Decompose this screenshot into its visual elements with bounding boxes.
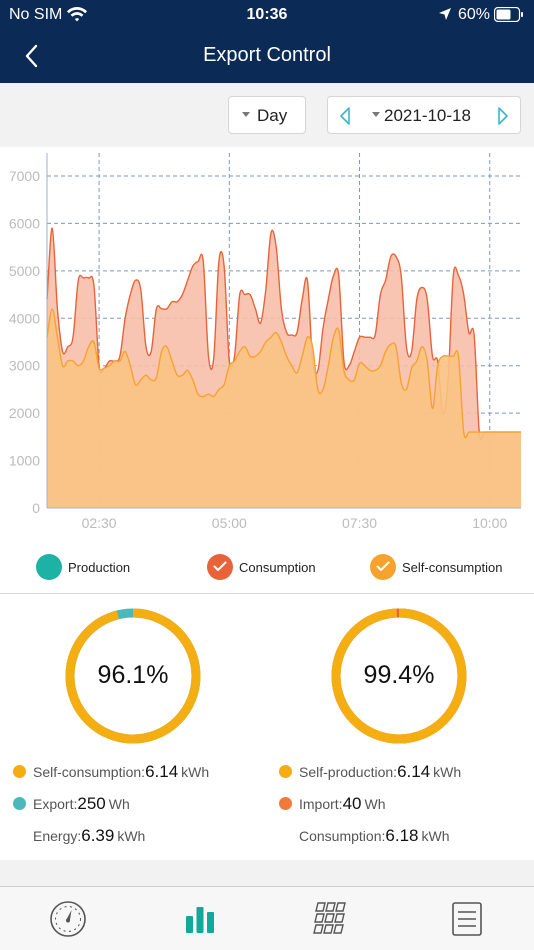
stat-unit: kWh xyxy=(181,764,210,780)
stat-label: Self-production: xyxy=(299,764,398,780)
period-select-value: Day xyxy=(257,106,288,125)
back-icon[interactable] xyxy=(20,42,46,70)
stat-value: 6.14 xyxy=(145,762,179,781)
x-tick-label: 02:30 xyxy=(82,515,117,531)
stat-value: 6.18 xyxy=(385,826,419,845)
gauge-icon[interactable] xyxy=(48,899,88,939)
stat-label: Consumption: xyxy=(299,828,386,844)
stat-export: Export:250 Wh xyxy=(13,794,130,814)
stat-unit: Wh xyxy=(364,796,386,812)
nav-bar: Export Control xyxy=(0,30,534,83)
check-icon xyxy=(376,561,390,571)
stat-value: 40 xyxy=(342,794,362,813)
stat-consumption: Consumption:6.18 kWh xyxy=(299,826,449,846)
chart-controls: Day 2021-10-18 xyxy=(0,83,534,147)
import-bullet xyxy=(279,797,292,810)
battery-icon xyxy=(494,7,523,22)
stat-value: 6.39 xyxy=(81,826,115,845)
self-consumption-ring xyxy=(65,608,201,744)
y-tick-label: 5000 xyxy=(9,263,40,279)
stats-panel: 96.1% 99.4% Self-consumption:6.14 kWh Exp… xyxy=(0,594,534,860)
period-select[interactable]: Day xyxy=(228,96,306,134)
stat-label: Self-consumption: xyxy=(33,764,146,780)
export-bullet xyxy=(13,797,26,810)
battery-percent: 60% xyxy=(458,6,491,23)
stat-unit: kWh xyxy=(117,828,146,844)
consumption-legend-marker xyxy=(207,554,233,580)
self-consumption-percent: 96.1% xyxy=(97,661,169,689)
self-production-bullet xyxy=(279,765,292,778)
x-tick-label: 05:00 xyxy=(212,515,247,531)
y-tick-label: 6000 xyxy=(9,215,40,231)
next-day-icon[interactable] xyxy=(496,106,510,126)
legend-self-consumption-label: Self-consumption xyxy=(402,560,503,575)
x-tick-label: 07:30 xyxy=(342,515,377,531)
y-tick-label: 4000 xyxy=(9,310,40,326)
self-consumption-area xyxy=(47,308,521,508)
stat-value: 6.14 xyxy=(397,762,431,781)
wifi-icon xyxy=(67,6,87,22)
y-tick-label: 7000 xyxy=(9,168,40,184)
y-tick-label: 1000 xyxy=(9,453,40,469)
self-consumption-legend-marker xyxy=(370,554,396,580)
legend-consumption-label: Consumption xyxy=(239,560,316,575)
date-picker[interactable]: 2021-10-18 xyxy=(327,96,521,134)
production-legend-marker xyxy=(36,554,62,580)
self-consumption-line xyxy=(46,308,521,439)
page-title: Export Control xyxy=(203,44,331,66)
grid-icon[interactable] xyxy=(313,899,353,939)
self-production-percent: 99.4% xyxy=(363,661,435,689)
stat-unit: Wh xyxy=(108,796,130,812)
stat-label: Export: xyxy=(33,796,78,812)
date-value: 2021-10-18 xyxy=(384,106,471,125)
status-bar: No SIM 10:36 60% xyxy=(0,0,534,30)
stat-import: Import:40 Wh xyxy=(279,794,386,814)
bar-chart-icon[interactable] xyxy=(180,899,220,939)
legend-production-label: Production xyxy=(68,560,131,575)
list-icon[interactable] xyxy=(447,899,487,939)
check-icon xyxy=(213,561,227,571)
carrier-label: No SIM xyxy=(9,6,63,23)
tab-bar xyxy=(0,886,534,950)
y-tick-label: 3000 xyxy=(9,358,40,374)
self-production-ring xyxy=(331,608,467,744)
divider xyxy=(0,593,534,594)
stat-self-production: Self-production:6.14 kWh xyxy=(279,762,461,782)
y-tick-label: 2000 xyxy=(9,405,40,421)
stat-value: 250 xyxy=(77,794,106,813)
caret-down-icon xyxy=(372,112,380,117)
chart-panel: 0 1000 2000 3000 4000 5000 6000 7000 02:30 05:00 0… xyxy=(0,147,534,593)
self-consumption-bullet xyxy=(13,765,26,778)
y-tick-label: 0 xyxy=(32,500,40,516)
spacer xyxy=(0,860,534,886)
stat-energy: Energy:6.39 kWh xyxy=(33,826,145,846)
stat-label: Import: xyxy=(299,796,343,812)
previous-day-icon[interactable] xyxy=(338,106,352,126)
stat-unit: kWh xyxy=(433,764,462,780)
stat-label: Energy: xyxy=(33,828,82,844)
energy-chart[interactable]: 0 1000 2000 3000 4000 5000 6000 7000 02:30 05:00 0… xyxy=(0,147,534,547)
stat-self-consumption: Self-consumption:6.14 kWh xyxy=(13,762,209,782)
clock: 10:36 xyxy=(246,6,288,23)
x-tick-label: 10:00 xyxy=(472,515,507,531)
caret-down-icon xyxy=(242,112,250,117)
stat-unit: kWh xyxy=(421,828,450,844)
location-arrow-icon xyxy=(439,8,451,20)
